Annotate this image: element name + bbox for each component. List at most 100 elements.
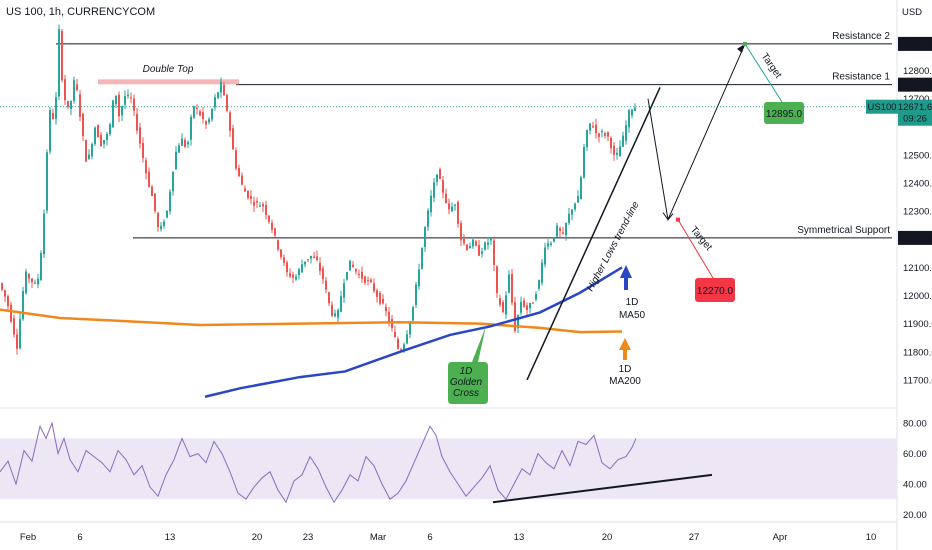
candle-body [91,144,93,157]
candle-body [148,171,150,187]
candle-body [346,272,348,280]
candle-body [19,319,21,349]
y-tick-label: 11900.0 [903,319,932,330]
candle-body [571,209,573,215]
candle-body [586,129,588,148]
candle-body [628,110,630,128]
candle-body [283,257,285,263]
candle-body [625,124,627,141]
candle-body [196,107,198,109]
candle-body [178,145,180,153]
candle-body [580,177,582,200]
candle-body [130,97,132,99]
candle-body [82,113,84,137]
candle-body [238,168,240,176]
candle-body [103,139,105,144]
last-time-label: 09:26 [903,114,927,125]
candle-body [631,109,633,116]
candle-body [124,95,126,105]
target-up-line [744,43,783,103]
candle-body [214,97,216,108]
ma200-arrow [619,338,631,360]
candle-body [208,119,210,123]
rsi-tick-label: 60.00 [903,449,927,460]
candle-body [61,30,63,81]
candle-body [133,98,135,111]
candle-body [532,302,534,304]
candle-body [457,201,459,224]
candle-body [244,188,246,192]
target-up-marker [743,41,747,46]
higher-lows-trendline [526,87,661,381]
level-name: Resistance 2 [832,31,890,42]
candle-body [217,92,219,99]
candle-body [361,271,363,279]
candle-body [448,203,450,210]
candle-body [355,268,357,272]
last-price-box [898,99,932,126]
candle-body [22,291,24,320]
candle-body [454,204,456,206]
candle-body [592,126,594,128]
level-name: Resistance 1 [832,72,890,83]
candle-body [607,132,609,137]
x-tick-label: Mar [370,532,386,543]
candle-body [187,141,189,145]
candle-body [334,313,336,317]
ma50-label-top: 1D [626,297,639,308]
candle-body [199,111,201,116]
candle-body [481,251,483,254]
level-price-label: 12895.0 [898,39,932,50]
candle-body [352,264,354,268]
candle-body [319,262,321,271]
y-tick-label: 12000.0 [903,291,932,302]
candle-body [289,273,291,277]
target-up-text: Target [759,51,784,80]
candle-body [430,195,432,213]
candle-body [367,280,369,282]
x-tick-label: 23 [303,532,314,543]
candle-body [223,84,225,96]
candle-body [337,309,339,318]
x-tick-label: 27 [689,532,700,543]
y-tick-label: 12100.0 [903,263,932,274]
candle-body [451,206,453,212]
candle-body [121,106,123,116]
target-down-marker [676,217,680,222]
candle-body [613,145,615,156]
candle-body [445,193,447,203]
trendline-label: Higher Lows trend-line [585,200,642,294]
candle-body [202,112,204,120]
candle-body [343,283,345,298]
candle-body [595,124,597,133]
candle-body [220,82,222,93]
candle-body [118,94,120,117]
symbol-tag: US100 [867,102,896,113]
level-price-tag [898,36,932,51]
candle-body [34,282,36,284]
candle-body [277,240,279,250]
candle-body [4,290,6,297]
ma50-arrow [620,265,632,290]
x-tick-label: Feb [20,532,36,543]
candle-body [235,150,237,169]
candle-body [43,213,45,255]
candle-body [520,301,522,313]
candle-body [295,276,297,280]
candle-body [526,305,528,311]
candle-body [97,125,99,138]
projection-path [647,43,746,222]
candle-body [31,278,33,283]
x-tick-label: 6 [77,532,82,543]
x-tick-label: Apr [773,532,788,543]
double-top-highlight [98,79,239,85]
candle-body [226,95,228,111]
ma200-label-top: 1D [619,364,632,375]
candle-body [136,113,138,131]
candle-body [424,227,426,247]
candle-body [7,296,9,307]
candle-body [610,138,612,149]
candle-body [229,112,231,131]
candle-body [478,245,480,256]
candle-body [577,196,579,203]
